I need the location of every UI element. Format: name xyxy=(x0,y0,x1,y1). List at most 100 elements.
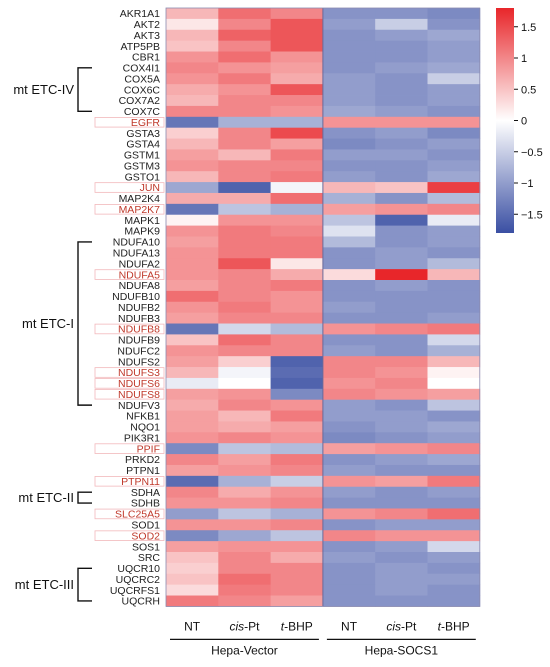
heatmap-cell xyxy=(166,454,219,466)
heatmap-cell xyxy=(322,290,376,303)
heatmap-cell xyxy=(427,454,481,466)
colorbar-tick-label: 1.5 xyxy=(521,22,536,34)
heatmap-cell xyxy=(270,443,324,455)
gene-highlight-box xyxy=(94,269,165,280)
heatmap-cell xyxy=(322,443,376,455)
heatmap-cell xyxy=(427,8,481,20)
heatmap-cell xyxy=(427,388,481,401)
heatmap-cell xyxy=(427,475,481,488)
heatmap-cell xyxy=(427,595,481,607)
heatmap-cell xyxy=(375,410,428,422)
heatmap-cell xyxy=(322,51,376,63)
heatmap-cell xyxy=(427,508,481,520)
heatmap-cell xyxy=(375,552,428,564)
heatmap-cell xyxy=(166,290,219,303)
heatmap-cell xyxy=(218,454,271,466)
gene-label: CBR1 xyxy=(132,52,160,64)
gene-label: AKR1A1 xyxy=(120,8,160,20)
heatmap-cell xyxy=(427,280,481,292)
gene-label: PPIF xyxy=(137,443,160,455)
heatmap-cell xyxy=(218,443,271,455)
column-label: t-BHP xyxy=(438,619,470,633)
heatmap-cell xyxy=(427,247,481,259)
heatmap-cell xyxy=(322,171,376,183)
row-group-label: mt ETC-III xyxy=(15,577,74,592)
heatmap-cell xyxy=(218,247,271,259)
heatmap-cell xyxy=(322,247,376,259)
heatmap-cell xyxy=(322,138,376,150)
heatmap-cell xyxy=(375,584,428,596)
heatmap-cell xyxy=(375,454,428,466)
heatmap-cell xyxy=(270,51,324,63)
heatmap-cell xyxy=(322,182,376,194)
heatmap-cell xyxy=(322,399,376,411)
gene-labels: AKR1A1AKT2AKT3ATP5PBCBR1COX4I1COX5ACOX6C… xyxy=(94,8,165,608)
heatmap-cell xyxy=(270,584,324,596)
heatmap-cell xyxy=(218,345,271,357)
heatmap-cell xyxy=(218,269,271,281)
heatmap-cell xyxy=(270,334,324,346)
heatmap-cell xyxy=(270,105,324,118)
heatmap-cell xyxy=(322,95,376,107)
heatmap-cell xyxy=(427,95,481,107)
heatmap-cell xyxy=(427,105,481,118)
heatmap-cell xyxy=(427,530,481,542)
gene-label: SRC xyxy=(138,552,161,564)
heatmap-cell xyxy=(270,312,324,324)
heatmap-cell xyxy=(427,214,481,226)
heatmap-cell xyxy=(375,301,428,314)
colorbar-tick-label: 0 xyxy=(521,116,527,128)
heatmap-cell xyxy=(270,258,324,270)
heatmap-cell xyxy=(166,29,219,42)
heatmap-cell xyxy=(218,312,271,324)
heatmap-cell xyxy=(322,18,376,31)
heatmap-cell xyxy=(322,454,376,466)
heatmap-cell xyxy=(166,182,219,194)
heatmap-cell xyxy=(218,149,271,161)
gene-label: AKT3 xyxy=(134,30,160,42)
gene-label: MAPK9 xyxy=(124,226,160,238)
heatmap-cell xyxy=(166,530,219,542)
heatmap-cell xyxy=(322,29,376,42)
heatmap-cell xyxy=(218,497,271,509)
heatmap-cell xyxy=(427,18,481,31)
heatmap-cell xyxy=(322,486,376,498)
gene-label: GSTO1 xyxy=(125,171,161,183)
heatmap-cell xyxy=(322,84,376,96)
heatmap-cell xyxy=(218,192,271,205)
gene-label: NDUFA10 xyxy=(113,237,160,249)
column-group-label: Hepa-SOCS1 xyxy=(365,643,439,657)
heatmap-cell xyxy=(270,8,324,20)
heatmap-cell xyxy=(375,464,428,477)
heatmap-cell xyxy=(270,367,324,379)
heatmap-cell xyxy=(218,519,271,531)
heatmap-cell xyxy=(166,486,219,498)
heatmap-cell xyxy=(427,236,481,248)
gene-label: GSTM1 xyxy=(124,150,160,162)
heatmap-cell xyxy=(375,171,428,183)
heatmap-cell xyxy=(270,116,324,129)
gene-highlight-box xyxy=(94,388,165,400)
heatmap-cell xyxy=(375,486,428,498)
heatmap-cell xyxy=(322,464,376,477)
heatmap-cell xyxy=(427,312,481,324)
gene-label: NDUFA8 xyxy=(119,280,161,292)
heatmap-cell xyxy=(427,584,481,596)
heatmap-cell xyxy=(375,497,428,509)
heatmap-cell xyxy=(166,51,219,63)
heatmap-cell xyxy=(270,160,324,172)
heatmap-cell xyxy=(270,486,324,498)
heatmap-cell xyxy=(322,541,376,553)
gene-label: UQCR10 xyxy=(117,563,160,575)
heatmap-cell xyxy=(375,192,428,205)
heatmap-cell xyxy=(375,595,428,607)
heatmap-cell xyxy=(270,410,324,422)
heatmap-cell xyxy=(218,552,271,564)
heatmap-cell xyxy=(322,127,376,139)
heatmap-cell xyxy=(218,116,271,129)
heatmap-cell xyxy=(270,236,324,248)
heatmap-cell xyxy=(218,421,271,433)
gene-label: PTPN11 xyxy=(121,476,160,488)
heatmap-cell xyxy=(166,443,219,455)
